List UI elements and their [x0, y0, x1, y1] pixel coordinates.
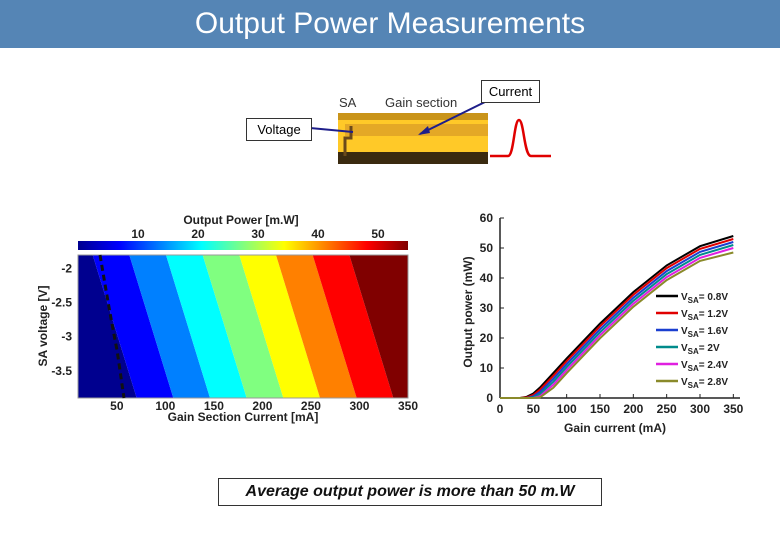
legend-entry: VSA= 2.8V	[681, 377, 728, 390]
line-chart-x-tick-label: 50	[527, 402, 541, 416]
heatmap-colorbar	[78, 241, 408, 250]
heatmap-x-tick-label: 150	[204, 399, 224, 413]
sa-label: SA	[339, 95, 357, 110]
legend-entry: VSA= 2V	[681, 343, 720, 356]
power-vs-current-line-chart: 0 10 20 30 40 50 60 0 50 100 150 200 250 300 350 VSA= …	[461, 211, 744, 435]
title-bar	[0, 0, 780, 48]
pulse-waveform-icon	[490, 118, 551, 158]
heatmap-color-band	[276, 255, 357, 398]
device-chip-top-edge	[338, 113, 488, 120]
summary-note: Average output power is more than 50 m.W	[218, 478, 602, 506]
legend-entry: VSA= 1.2V	[681, 309, 728, 322]
line-chart-y-tick-label: 40	[480, 271, 494, 285]
device-waveguide	[345, 124, 488, 136]
heatmap-color-band	[92, 255, 174, 398]
colorbar-tick-label: 10	[131, 227, 145, 241]
current-label-box: Current	[481, 80, 540, 103]
line-chart-x-tick-label: 250	[657, 402, 677, 416]
heatmap-x-tick-label: 100	[155, 399, 175, 413]
heatmap-y-axis-label: SA voltage [V]	[36, 286, 50, 367]
line-chart-x-tick-label: 150	[590, 402, 610, 416]
line-chart-x-tick-label: 100	[557, 402, 577, 416]
heatmap-x-tick-label: 200	[252, 399, 272, 413]
line-chart-y-tick-label: 10	[480, 361, 494, 375]
current-wire	[419, 100, 488, 135]
power-heatmap-chart: Output Power [m.W] 10 20 30 40 50 -2 -2.5 -3 -3…	[36, 213, 418, 424]
heatmap-title: Output Power [m.W]	[183, 213, 298, 227]
colorbar-tick-label: 40	[311, 227, 325, 241]
voltage-wire	[309, 127, 354, 133]
legend-entry: VSA= 2.4V	[681, 360, 728, 373]
heatmap-x-tick-label: 300	[349, 399, 369, 413]
device-illustration: SA Gain section	[309, 95, 551, 164]
heatmap-y-tick-label: -2.5	[51, 296, 72, 310]
line-chart-x-tick-label: 200	[623, 402, 643, 416]
device-chip-bottom-edge	[338, 152, 488, 164]
colorbar-tick-label: 30	[251, 227, 265, 241]
line-chart-y-tick-label: 20	[480, 331, 494, 345]
line-chart-y-tick-label: 50	[480, 241, 494, 255]
heatmap-color-band	[78, 255, 137, 398]
line-chart-x-tick-label: 0	[497, 402, 504, 416]
threshold-dashed-line	[98, 254, 126, 399]
line-series	[500, 251, 734, 399]
current-label: Current	[488, 84, 533, 99]
heatmap-color-band	[312, 255, 394, 398]
heatmap-x-tick-label: 250	[301, 399, 321, 413]
heatmap-frame	[77, 254, 409, 399]
heatmap-x-tick-label: 350	[398, 399, 418, 413]
colorbar-tick-label: 20	[191, 227, 205, 241]
colorbar-tick-label: 50	[371, 227, 385, 241]
line-chart-y-tick-label: 30	[480, 301, 494, 315]
line-chart-y-tick-label: 0	[486, 391, 493, 405]
page-title: Output Power Measurements	[194, 7, 586, 40]
heatmap-y-tick-label: -3	[61, 330, 72, 344]
heatmap-color-band	[166, 255, 247, 398]
legend-entry: VSA= 1.6V	[681, 326, 728, 339]
line-chart-x-tick-label: 300	[690, 402, 710, 416]
heatmap-color-band	[239, 255, 320, 398]
line-chart-y-axis-label: Output power (mW)	[461, 256, 475, 367]
heatmap-x-tick-label: 50	[110, 399, 124, 413]
legend-entry: VSA= 0.8V	[681, 292, 728, 305]
line-chart-x-tick-label: 350	[723, 402, 743, 416]
heatmap-color-band	[202, 255, 284, 398]
line-chart-x-axis-label: Gain current (mA)	[564, 421, 666, 435]
heatmap-color-band	[349, 255, 408, 398]
heatmap-x-axis-label: Gain Section Current [mA]	[168, 410, 319, 424]
voltage-label-box: Voltage	[246, 118, 312, 141]
heatmap-y-tick-label: -2	[61, 262, 72, 276]
gain-section-label: Gain section	[385, 95, 457, 110]
current-wire-arrowhead	[418, 126, 430, 135]
heatmap-y-tick-label: -3.5	[51, 364, 72, 378]
voltage-label: Voltage	[257, 122, 301, 137]
heatmap-color-band	[129, 255, 210, 398]
line-chart-y-tick-label: 60	[480, 211, 494, 225]
